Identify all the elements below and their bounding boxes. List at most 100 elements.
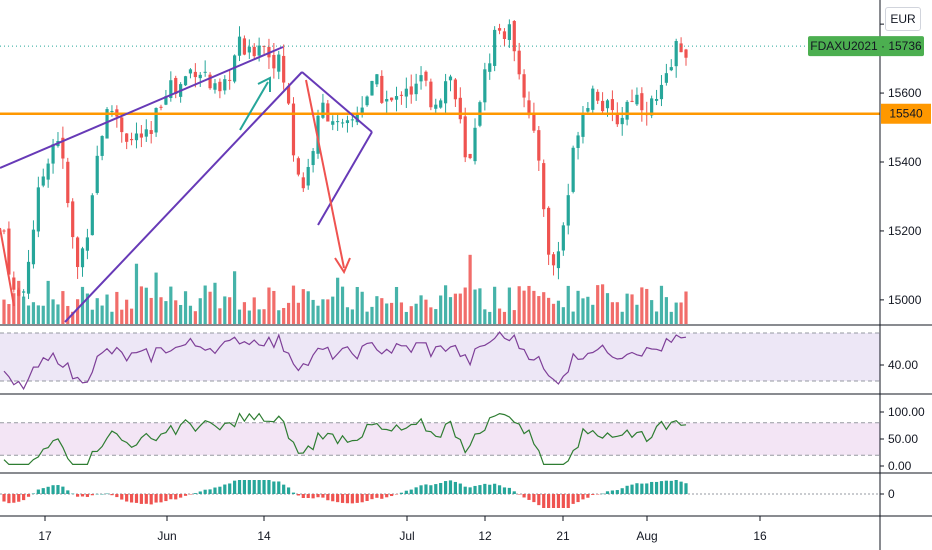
candle-body[interactable]: [532, 114, 535, 131]
trendline-upper[interactable]: [0, 47, 283, 168]
candle-body[interactable]: [419, 75, 422, 81]
candle-body[interactable]: [557, 251, 560, 268]
candle-body[interactable]: [454, 80, 457, 100]
candle-body[interactable]: [581, 113, 584, 136]
candle-body[interactable]: [150, 130, 153, 134]
candle-body[interactable]: [321, 103, 324, 118]
candle-body[interactable]: [415, 84, 418, 94]
rsi-pane[interactable]: [0, 332, 880, 389]
candle-body[interactable]: [660, 85, 663, 99]
candle-body[interactable]: [626, 102, 629, 120]
candle-body[interactable]: [591, 89, 594, 110]
candle-body[interactable]: [51, 144, 54, 163]
candle-body[interactable]: [307, 167, 310, 186]
red-line-left[interactable]: [0, 228, 14, 306]
candle-body[interactable]: [351, 119, 354, 120]
candle-body[interactable]: [365, 97, 368, 106]
candle-body[interactable]: [503, 31, 506, 39]
candle-body[interactable]: [86, 237, 89, 250]
candle-body[interactable]: [547, 208, 550, 255]
candle-body[interactable]: [346, 120, 349, 123]
candle-body[interactable]: [611, 99, 614, 110]
candle-body[interactable]: [194, 72, 197, 77]
candle-body[interactable]: [552, 254, 555, 265]
candle-body[interactable]: [385, 99, 388, 101]
candle-body[interactable]: [272, 55, 275, 68]
candle-body[interactable]: [213, 83, 216, 89]
candle-body[interactable]: [488, 63, 491, 72]
candle-body[interactable]: [66, 162, 69, 203]
trendline-lower[interactable]: [65, 72, 302, 322]
candle-body[interactable]: [640, 93, 643, 110]
candle-body[interactable]: [469, 154, 472, 158]
candle-body[interactable]: [96, 156, 99, 193]
candle-body[interactable]: [537, 130, 540, 160]
candle-body[interactable]: [434, 105, 437, 109]
trendline-wedge-top[interactable]: [302, 72, 372, 132]
candle-body[interactable]: [513, 21, 516, 51]
candle-body[interactable]: [120, 117, 123, 132]
candle-body[interactable]: [336, 121, 339, 122]
candle-body[interactable]: [101, 136, 104, 156]
candle-body[interactable]: [542, 163, 545, 209]
candle-body[interactable]: [297, 158, 300, 174]
candle-body[interactable]: [125, 133, 128, 141]
candle-body[interactable]: [601, 101, 604, 111]
candle-body[interactable]: [22, 291, 25, 292]
candle-body[interactable]: [282, 56, 285, 83]
candle-body[interactable]: [184, 76, 187, 85]
candle-body[interactable]: [630, 101, 633, 102]
candle-body[interactable]: [91, 195, 94, 235]
candle-body[interactable]: [621, 118, 624, 124]
candle-body[interactable]: [410, 86, 413, 94]
candle-body[interactable]: [2, 231, 5, 232]
candle-body[interactable]: [576, 135, 579, 148]
candle-body[interactable]: [204, 72, 207, 73]
candle-body[interactable]: [562, 225, 565, 250]
candle-body[interactable]: [449, 77, 452, 81]
candle-body[interactable]: [341, 122, 344, 123]
candle-body[interactable]: [596, 92, 599, 101]
candle-body[interactable]: [228, 80, 231, 81]
candle-body[interactable]: [405, 89, 408, 97]
candle-body[interactable]: [135, 133, 138, 140]
candle-body[interactable]: [110, 111, 113, 112]
candle-body[interactable]: [42, 176, 45, 185]
candle-body[interactable]: [572, 148, 575, 192]
candle-body[interactable]: [567, 195, 570, 225]
candle-body[interactable]: [12, 277, 15, 289]
candle-body[interactable]: [606, 100, 609, 108]
candle-body[interactable]: [248, 47, 251, 53]
candle-body[interactable]: [508, 24, 511, 40]
candle-body[interactable]: [258, 46, 261, 56]
candle-body[interactable]: [684, 49, 687, 57]
candle-body[interactable]: [199, 75, 202, 78]
candle-body[interactable]: [380, 76, 383, 103]
candle-body[interactable]: [586, 108, 589, 112]
candle-body[interactable]: [444, 81, 447, 103]
candle-body[interactable]: [312, 151, 315, 165]
candle-body[interactable]: [464, 116, 467, 157]
candle-body[interactable]: [130, 139, 133, 140]
candle-body[interactable]: [37, 187, 40, 231]
candle-body[interactable]: [459, 98, 462, 119]
candle-body[interactable]: [292, 104, 295, 156]
candle-body[interactable]: [429, 82, 432, 108]
candle-body[interactable]: [277, 55, 280, 72]
candle-body[interactable]: [189, 69, 192, 73]
candle-body[interactable]: [145, 129, 148, 136]
candle-body[interactable]: [493, 30, 496, 66]
candle-body[interactable]: [76, 237, 79, 267]
candle-body[interactable]: [635, 95, 638, 105]
candle-body[interactable]: [253, 47, 256, 56]
candle-body[interactable]: [27, 262, 30, 294]
candle-body[interactable]: [498, 28, 501, 31]
candle-body[interactable]: [679, 43, 682, 52]
candle-body[interactable]: [518, 51, 521, 75]
candle-body[interactable]: [424, 72, 427, 81]
currency-button[interactable]: EUR: [885, 7, 921, 31]
candle-body[interactable]: [655, 99, 658, 101]
candle-body[interactable]: [302, 177, 305, 188]
candle-body[interactable]: [81, 248, 84, 267]
